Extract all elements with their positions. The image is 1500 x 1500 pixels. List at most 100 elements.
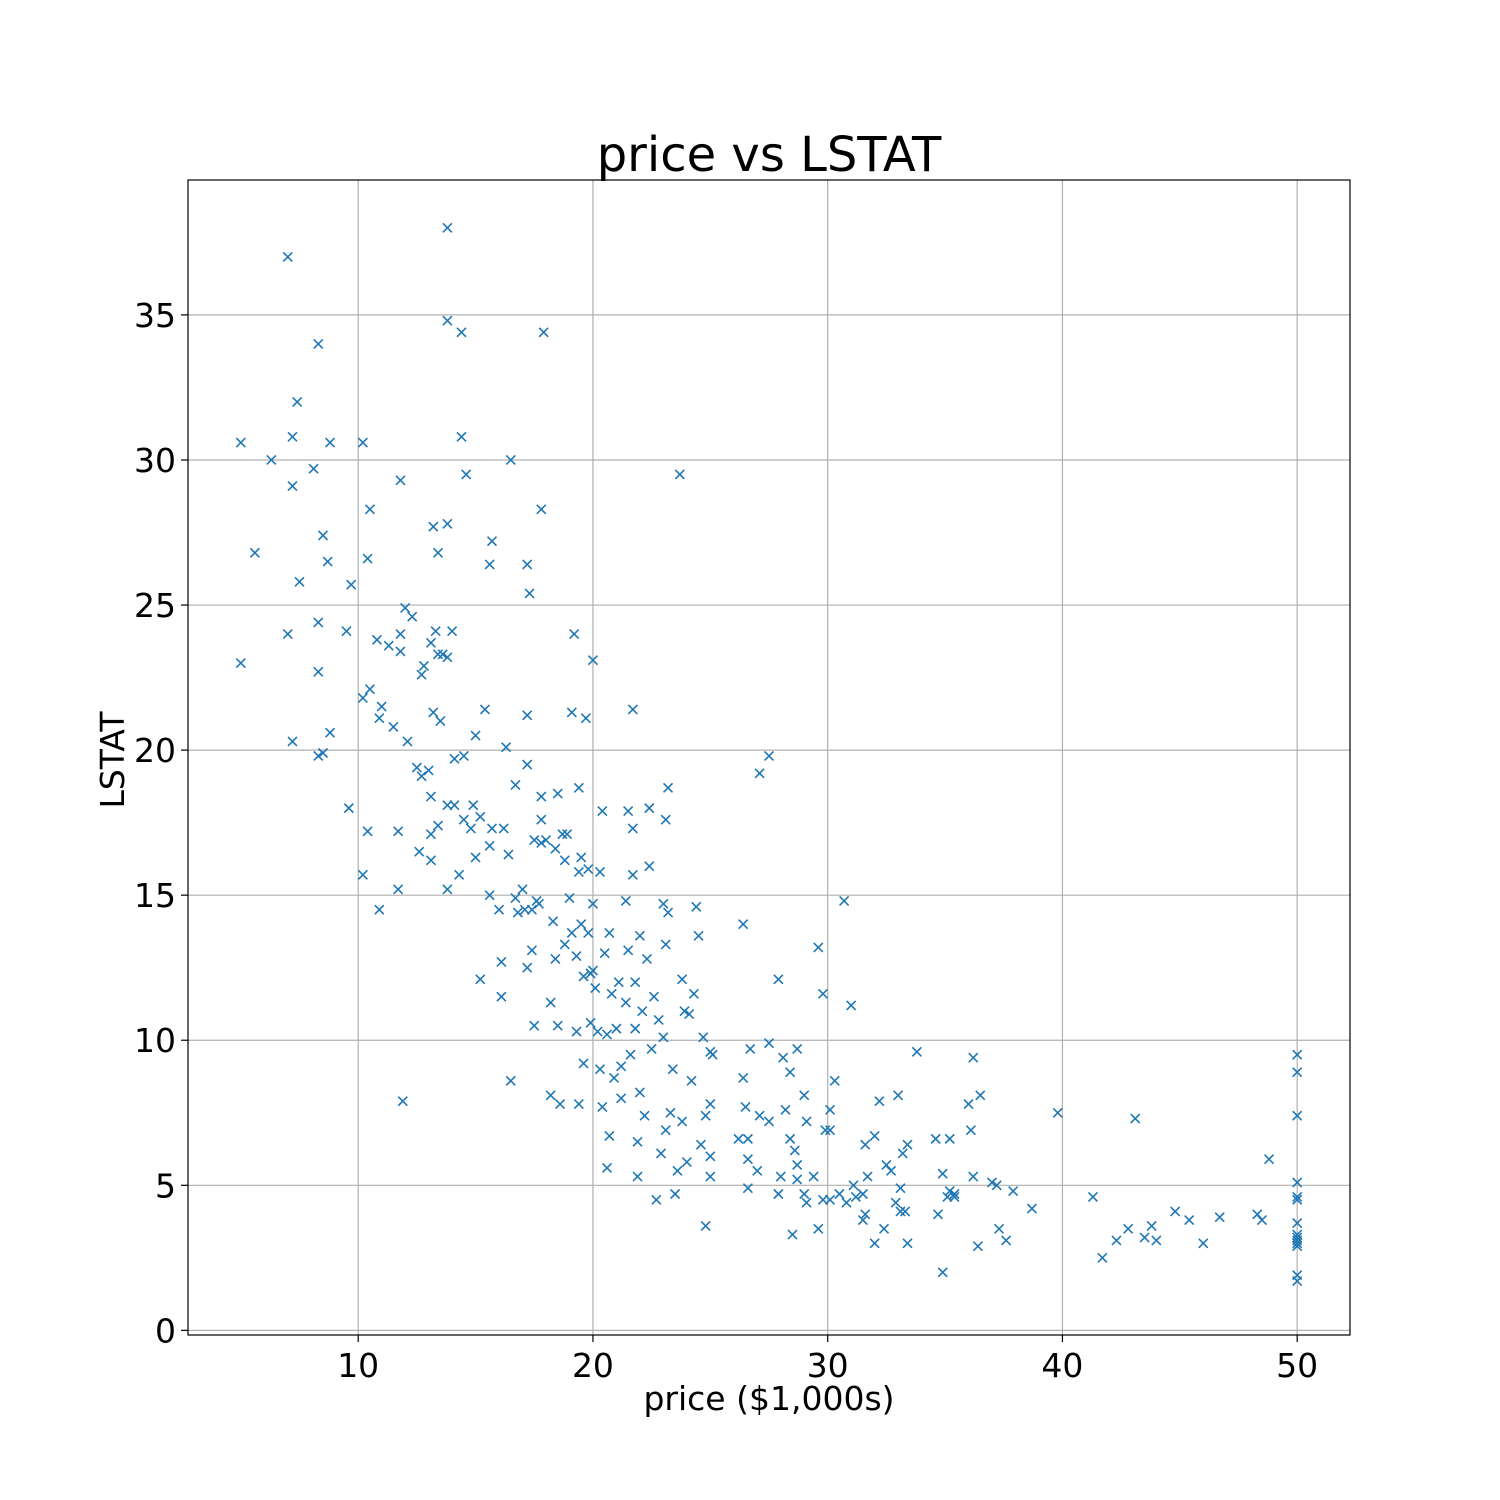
data-point bbox=[397, 1096, 408, 1107]
x-tick-label: 20 bbox=[572, 1346, 614, 1385]
data-point bbox=[559, 855, 570, 866]
data-point bbox=[691, 901, 702, 912]
data-point bbox=[1052, 1107, 1063, 1118]
data-point bbox=[536, 837, 547, 849]
data-point bbox=[613, 977, 624, 988]
data-point bbox=[322, 556, 333, 567]
data-point bbox=[1292, 1177, 1303, 1188]
data-point bbox=[1087, 1191, 1099, 1202]
data-point bbox=[465, 823, 476, 834]
data-point bbox=[1292, 1194, 1303, 1205]
data-point bbox=[362, 826, 373, 837]
data-point bbox=[547, 916, 559, 927]
data-point bbox=[895, 1183, 906, 1194]
data-point bbox=[552, 1020, 563, 1031]
data-point bbox=[536, 791, 547, 802]
data-point bbox=[1256, 1215, 1268, 1226]
data-point bbox=[763, 1038, 775, 1049]
data-point bbox=[813, 1223, 824, 1234]
data-point bbox=[456, 327, 467, 338]
data-point bbox=[313, 338, 324, 349]
data-point bbox=[606, 988, 617, 999]
data-point bbox=[1292, 1275, 1303, 1287]
y-tick-label: 35 bbox=[134, 296, 176, 335]
data-point bbox=[897, 1148, 908, 1159]
data-point bbox=[597, 805, 608, 817]
data-point bbox=[601, 1162, 613, 1173]
data-point bbox=[665, 1107, 676, 1118]
data-point bbox=[902, 1139, 913, 1150]
data-point bbox=[890, 1197, 901, 1208]
data-point bbox=[282, 628, 293, 640]
data-point bbox=[627, 823, 638, 834]
data-point bbox=[538, 327, 549, 338]
data-point bbox=[486, 823, 498, 834]
data-point bbox=[501, 742, 512, 753]
data-point bbox=[555, 1098, 566, 1110]
data-point bbox=[693, 930, 704, 941]
data-point bbox=[775, 1171, 786, 1182]
data-point bbox=[545, 997, 556, 1008]
data-point bbox=[442, 315, 453, 326]
data-point bbox=[801, 1116, 812, 1127]
data-point bbox=[1008, 1186, 1019, 1197]
data-point bbox=[658, 898, 669, 909]
data-point bbox=[550, 843, 561, 854]
data-point bbox=[287, 431, 298, 442]
data-point bbox=[667, 1064, 678, 1075]
data-point bbox=[707, 1049, 718, 1060]
data-point bbox=[566, 707, 577, 718]
data-point bbox=[681, 1157, 692, 1168]
data-point bbox=[911, 1046, 922, 1057]
data-point bbox=[235, 657, 246, 669]
data-point bbox=[552, 788, 563, 799]
data-point bbox=[817, 988, 829, 999]
data-point bbox=[658, 1032, 669, 1043]
data-point bbox=[780, 1104, 791, 1115]
data-point bbox=[789, 1145, 800, 1156]
data-point bbox=[374, 713, 385, 724]
data-point bbox=[860, 1139, 871, 1150]
data-point bbox=[1097, 1252, 1108, 1263]
data-point bbox=[634, 930, 645, 941]
data-point bbox=[639, 1110, 650, 1121]
data-point bbox=[416, 771, 427, 782]
data-point bbox=[763, 1116, 775, 1127]
data-point bbox=[705, 1171, 716, 1182]
data-point bbox=[963, 1098, 974, 1110]
data-point bbox=[742, 1183, 753, 1194]
data-point bbox=[677, 1116, 688, 1127]
data-point bbox=[425, 791, 437, 802]
data-point bbox=[1146, 1220, 1157, 1231]
data-point bbox=[653, 1014, 664, 1025]
data-point bbox=[660, 1125, 671, 1136]
data-point bbox=[857, 1215, 868, 1226]
data-point bbox=[700, 1110, 711, 1121]
x-tick-label: 40 bbox=[1041, 1346, 1083, 1385]
data-point bbox=[1130, 1113, 1141, 1124]
data-point bbox=[587, 965, 599, 976]
y-tick-label: 0 bbox=[155, 1311, 176, 1350]
data-point bbox=[655, 1148, 667, 1159]
data-point bbox=[529, 1020, 540, 1031]
data-point bbox=[425, 829, 437, 840]
data-point bbox=[576, 919, 587, 930]
data-point bbox=[573, 782, 584, 793]
data-point bbox=[1292, 1191, 1303, 1202]
data-point bbox=[425, 637, 437, 648]
data-point bbox=[411, 762, 422, 773]
data-point bbox=[583, 927, 594, 938]
data-point bbox=[341, 626, 352, 637]
data-point bbox=[585, 1017, 596, 1028]
data-point bbox=[738, 919, 749, 930]
data-point bbox=[609, 1072, 620, 1084]
axis-ticks: 10 20 30 40 50 0 5 10 15 20 25 30 35 bbox=[134, 296, 1318, 1385]
data-point bbox=[829, 1075, 840, 1086]
data-point bbox=[874, 1096, 885, 1107]
x-tick-label: 30 bbox=[807, 1346, 849, 1385]
data-point bbox=[533, 898, 545, 909]
data-point bbox=[754, 1110, 765, 1121]
data-point bbox=[510, 893, 521, 904]
data-point bbox=[641, 953, 652, 965]
data-point bbox=[778, 1052, 789, 1063]
